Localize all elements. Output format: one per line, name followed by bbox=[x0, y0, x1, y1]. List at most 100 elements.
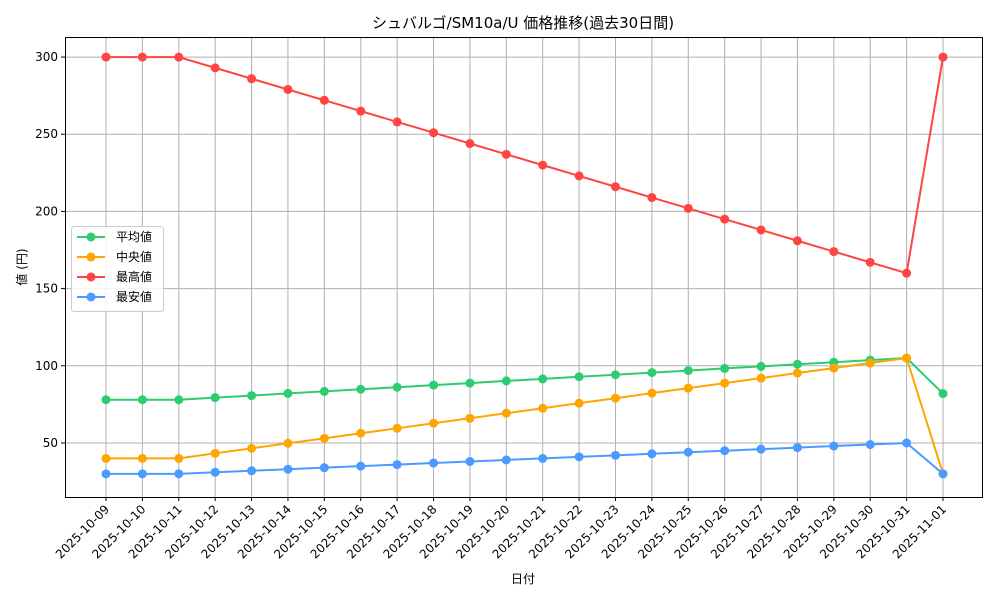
data-point bbox=[683, 447, 693, 457]
series-0 bbox=[101, 353, 948, 405]
legend-box bbox=[71, 226, 164, 312]
data-point bbox=[829, 441, 839, 451]
data-point bbox=[137, 469, 147, 479]
data-point bbox=[720, 363, 730, 373]
data-point bbox=[465, 378, 475, 388]
data-point bbox=[574, 452, 584, 462]
data-point bbox=[683, 366, 693, 376]
data-point bbox=[574, 398, 584, 408]
legend-label: 最安値 bbox=[116, 289, 152, 304]
data-point bbox=[538, 374, 548, 384]
data-point bbox=[392, 382, 402, 392]
data-point bbox=[465, 456, 475, 466]
data-point bbox=[283, 388, 293, 398]
y-axis-label: 値 (円) bbox=[14, 248, 29, 285]
legend-label: 中央値 bbox=[116, 249, 152, 264]
data-point bbox=[829, 247, 839, 257]
data-point bbox=[501, 149, 511, 159]
data-point bbox=[429, 458, 439, 468]
data-point bbox=[538, 453, 548, 463]
series-3 bbox=[101, 438, 948, 479]
data-point bbox=[101, 469, 111, 479]
data-point bbox=[756, 373, 766, 383]
data-point bbox=[392, 460, 402, 470]
data-point bbox=[720, 214, 730, 224]
data-point bbox=[137, 52, 147, 62]
data-point bbox=[647, 388, 657, 398]
legend-marker bbox=[86, 292, 96, 302]
data-point bbox=[174, 395, 184, 405]
data-point bbox=[792, 443, 802, 453]
data-point bbox=[647, 368, 657, 378]
data-point bbox=[647, 193, 657, 203]
data-point bbox=[574, 372, 584, 382]
data-point bbox=[538, 403, 548, 413]
data-point bbox=[283, 464, 293, 474]
grid bbox=[65, 37, 982, 497]
data-point bbox=[938, 389, 948, 399]
legend-marker bbox=[86, 252, 96, 262]
data-point bbox=[319, 463, 329, 473]
y-tick-label: 100 bbox=[35, 359, 58, 373]
plot-frame bbox=[65, 37, 983, 498]
data-point bbox=[610, 182, 620, 192]
data-point bbox=[356, 428, 366, 438]
data-point bbox=[792, 368, 802, 378]
series-2 bbox=[101, 52, 948, 278]
data-point bbox=[538, 160, 548, 170]
data-point bbox=[429, 128, 439, 138]
data-point bbox=[101, 395, 111, 405]
data-point bbox=[101, 52, 111, 62]
data-point bbox=[174, 453, 184, 463]
data-point bbox=[210, 467, 220, 477]
series-group bbox=[101, 52, 948, 479]
data-point bbox=[902, 268, 912, 278]
data-point bbox=[610, 450, 620, 460]
y-tick-label: 50 bbox=[43, 436, 58, 450]
data-point bbox=[865, 257, 875, 267]
data-point bbox=[210, 393, 220, 403]
y-ticks: 50 100 150 200 250 300 bbox=[35, 50, 65, 450]
data-point bbox=[902, 353, 912, 363]
data-point bbox=[429, 418, 439, 428]
data-point bbox=[392, 117, 402, 127]
data-point bbox=[683, 203, 693, 213]
data-point bbox=[174, 52, 184, 62]
y-tick-label: 150 bbox=[35, 282, 58, 296]
series-line bbox=[106, 441, 944, 475]
data-point bbox=[429, 380, 439, 390]
data-point bbox=[720, 446, 730, 456]
data-point bbox=[392, 423, 402, 433]
data-point bbox=[756, 444, 766, 454]
data-point bbox=[938, 469, 948, 479]
data-point bbox=[756, 361, 766, 371]
data-point bbox=[902, 438, 912, 448]
data-point bbox=[465, 413, 475, 423]
data-point bbox=[247, 74, 257, 84]
x-ticks: 2025-10-092025-10-102025-10-112025-10-12… bbox=[53, 497, 949, 561]
data-point bbox=[137, 395, 147, 405]
series-line bbox=[106, 356, 944, 475]
data-point bbox=[319, 433, 329, 443]
data-point bbox=[792, 236, 802, 246]
data-point bbox=[865, 440, 875, 450]
chart-title: シュバルゴ/SM10a/U 価格推移(過去30日間) bbox=[372, 14, 674, 32]
data-point bbox=[829, 363, 839, 373]
data-point bbox=[501, 455, 511, 465]
data-point bbox=[501, 376, 511, 386]
data-point bbox=[356, 461, 366, 471]
data-point bbox=[210, 448, 220, 458]
y-tick-label: 300 bbox=[35, 50, 58, 64]
data-point bbox=[610, 393, 620, 403]
data-point bbox=[101, 453, 111, 463]
data-point bbox=[356, 106, 366, 116]
x-axis-label: 日付 bbox=[511, 572, 535, 586]
data-point bbox=[574, 171, 584, 181]
data-point bbox=[210, 63, 220, 73]
legend-marker bbox=[86, 232, 96, 242]
legend-marker bbox=[86, 272, 96, 282]
series-line bbox=[106, 56, 944, 275]
legend-label: 平均値 bbox=[116, 229, 152, 244]
data-point bbox=[756, 225, 766, 235]
